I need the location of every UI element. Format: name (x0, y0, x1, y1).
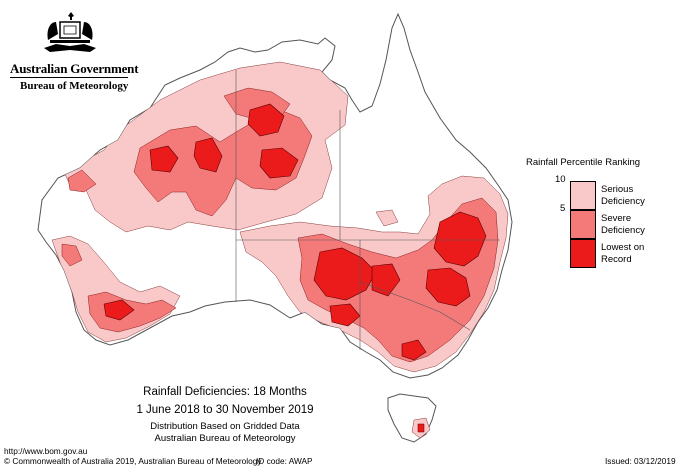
coat-of-arms-crest-icon (44, 12, 96, 52)
map-period: 1 June 2018 to 30 November 2019 (136, 404, 314, 416)
state-borders (235, 70, 500, 350)
legend-label-serious: Serious Deficiency (601, 184, 645, 207)
lowest-on-record-areas (103, 103, 487, 361)
legend-title: Rainfall Percentile Ranking (526, 157, 641, 168)
bureau-title: Bureau of Meteorology (20, 80, 129, 92)
legend-swatch-severe (570, 210, 596, 239)
legend-swatch-lowest (570, 239, 596, 268)
map-title: Rainfall Deficiencies: 18 Months (143, 386, 307, 398)
footer-url[interactable]: http://www.bom.gov.au (4, 446, 88, 456)
header-divider (10, 77, 128, 78)
legend-label-lowest: Lowest on Record (601, 242, 645, 265)
footer-copyright: © Commonwealth of Australia 2019, Austra… (4, 456, 262, 466)
map-distribution: Distribution Based on Gridded Data (150, 421, 300, 432)
legend-tick-10: 10 (555, 174, 566, 185)
government-title: Australian Government (10, 61, 139, 76)
tasmania-deficiency (411, 417, 431, 439)
legend-tick-5: 5 (560, 203, 566, 214)
footer-issued: Issued: 03/12/2019 (605, 456, 676, 466)
map-source: Australian Bureau of Meteorology (154, 433, 296, 444)
legend-swatch-serious (570, 181, 596, 210)
deficiency-regions (51, 61, 509, 373)
footer-id-code: ID code: AWAP (256, 456, 313, 466)
legend-label-severe: Severe Deficiency (601, 213, 645, 236)
severe-deficiency-areas (61, 87, 499, 363)
